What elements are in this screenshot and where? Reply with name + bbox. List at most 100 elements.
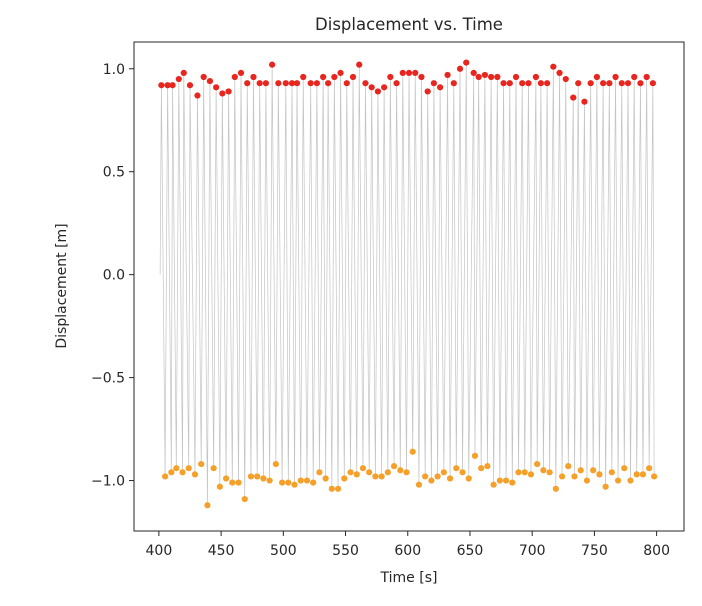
peak-point bbox=[456, 65, 464, 72]
trough-point bbox=[390, 463, 398, 470]
trough-point bbox=[222, 475, 230, 482]
trough-point bbox=[422, 473, 429, 480]
trough-point bbox=[210, 465, 217, 472]
peak-point bbox=[430, 80, 437, 87]
peak-point bbox=[343, 80, 350, 87]
trough-point bbox=[596, 471, 603, 478]
peak-point bbox=[349, 73, 357, 81]
x-tick-label: 500 bbox=[270, 543, 297, 559]
peak-point bbox=[532, 73, 540, 81]
peak-point bbox=[158, 82, 165, 89]
peak-point bbox=[581, 98, 588, 105]
peak-point bbox=[381, 84, 388, 91]
trough-point bbox=[459, 469, 466, 476]
trough-point bbox=[384, 469, 391, 476]
trough-point bbox=[440, 469, 447, 476]
peak-point bbox=[444, 71, 451, 79]
trough-point bbox=[646, 465, 653, 472]
peak-point bbox=[250, 73, 257, 81]
peak-point bbox=[550, 63, 557, 70]
trough-point bbox=[428, 477, 435, 484]
peak-point bbox=[175, 75, 182, 83]
peak-point bbox=[481, 71, 489, 79]
trough-point bbox=[434, 473, 441, 480]
trough-point bbox=[310, 479, 317, 486]
trough-point bbox=[204, 502, 211, 509]
trough-point bbox=[185, 465, 192, 472]
peak-point bbox=[618, 80, 625, 87]
trough-point bbox=[359, 465, 367, 472]
x-axis: 400 450 500 550 600 650 700 750 800 bbox=[146, 531, 670, 559]
trough-point bbox=[446, 475, 454, 482]
trough-point bbox=[633, 471, 640, 478]
trough-point bbox=[583, 477, 591, 484]
trough-point bbox=[639, 471, 647, 478]
trough-point bbox=[521, 469, 528, 476]
trough-point bbox=[403, 469, 410, 476]
trough-point bbox=[168, 469, 175, 476]
x-tick-label: 550 bbox=[332, 543, 359, 559]
trough-point bbox=[552, 485, 559, 492]
trough-point bbox=[260, 475, 267, 482]
trough-point bbox=[162, 473, 169, 480]
x-axis-label: Time [s] bbox=[380, 570, 438, 586]
peak-point bbox=[405, 69, 413, 76]
peak-point bbox=[219, 90, 226, 97]
trough-point bbox=[303, 477, 311, 484]
peak-point bbox=[225, 88, 232, 95]
trough-point bbox=[614, 477, 622, 484]
peak-point bbox=[213, 84, 220, 91]
trough-point bbox=[397, 467, 404, 474]
peak-point bbox=[450, 80, 457, 87]
x-tick-label: 800 bbox=[643, 543, 670, 559]
peak-point bbox=[606, 80, 613, 87]
peak-point bbox=[374, 88, 381, 95]
peak-point bbox=[387, 73, 394, 81]
peak-point bbox=[320, 73, 327, 81]
y-tick-label: −1.0 bbox=[91, 474, 125, 490]
trough-point bbox=[465, 475, 472, 482]
peak-point bbox=[244, 80, 251, 87]
y-tick-label: −0.5 bbox=[91, 371, 125, 387]
x-tick-label: 750 bbox=[581, 543, 608, 559]
trough-point bbox=[409, 448, 416, 455]
y-tick-label: 0.0 bbox=[103, 268, 125, 284]
peak-point bbox=[488, 73, 495, 81]
peak-point bbox=[631, 73, 638, 81]
peak-point bbox=[500, 80, 507, 87]
trough-point bbox=[571, 473, 578, 480]
trough-point bbox=[590, 467, 597, 474]
trough-point bbox=[173, 465, 180, 472]
peak-point bbox=[512, 73, 520, 81]
peak-point bbox=[393, 80, 400, 87]
trough-point bbox=[254, 473, 261, 480]
chart-title: Displacement vs. Time bbox=[315, 15, 503, 34]
trough-point bbox=[558, 473, 566, 480]
peak-point bbox=[470, 69, 477, 76]
peak-point bbox=[206, 78, 214, 85]
y-axis: 1.0 0.5 0.0 −0.5 −1.0 bbox=[91, 62, 134, 490]
y-tick-label: 0.5 bbox=[103, 165, 125, 181]
peak-point bbox=[169, 82, 176, 89]
peak-point bbox=[362, 80, 369, 87]
trough-point bbox=[272, 460, 279, 468]
peak-point bbox=[368, 84, 375, 91]
peak-point bbox=[331, 73, 338, 81]
peak-point bbox=[475, 73, 482, 81]
y-tick-label: 1.0 bbox=[103, 62, 125, 78]
peak-point bbox=[180, 69, 187, 76]
trough-point bbox=[235, 479, 242, 486]
trough-point bbox=[527, 471, 535, 478]
trough-point bbox=[247, 473, 255, 480]
trough-point bbox=[179, 469, 186, 476]
x-tick-label: 450 bbox=[208, 543, 235, 559]
plot-area bbox=[158, 59, 658, 509]
x-tick-label: 400 bbox=[146, 543, 173, 559]
trough-point bbox=[322, 475, 329, 482]
peak-point bbox=[194, 92, 201, 99]
peak-point bbox=[200, 73, 207, 81]
trough-point bbox=[347, 469, 354, 476]
peak-point bbox=[519, 80, 526, 87]
trough-point bbox=[366, 469, 373, 476]
